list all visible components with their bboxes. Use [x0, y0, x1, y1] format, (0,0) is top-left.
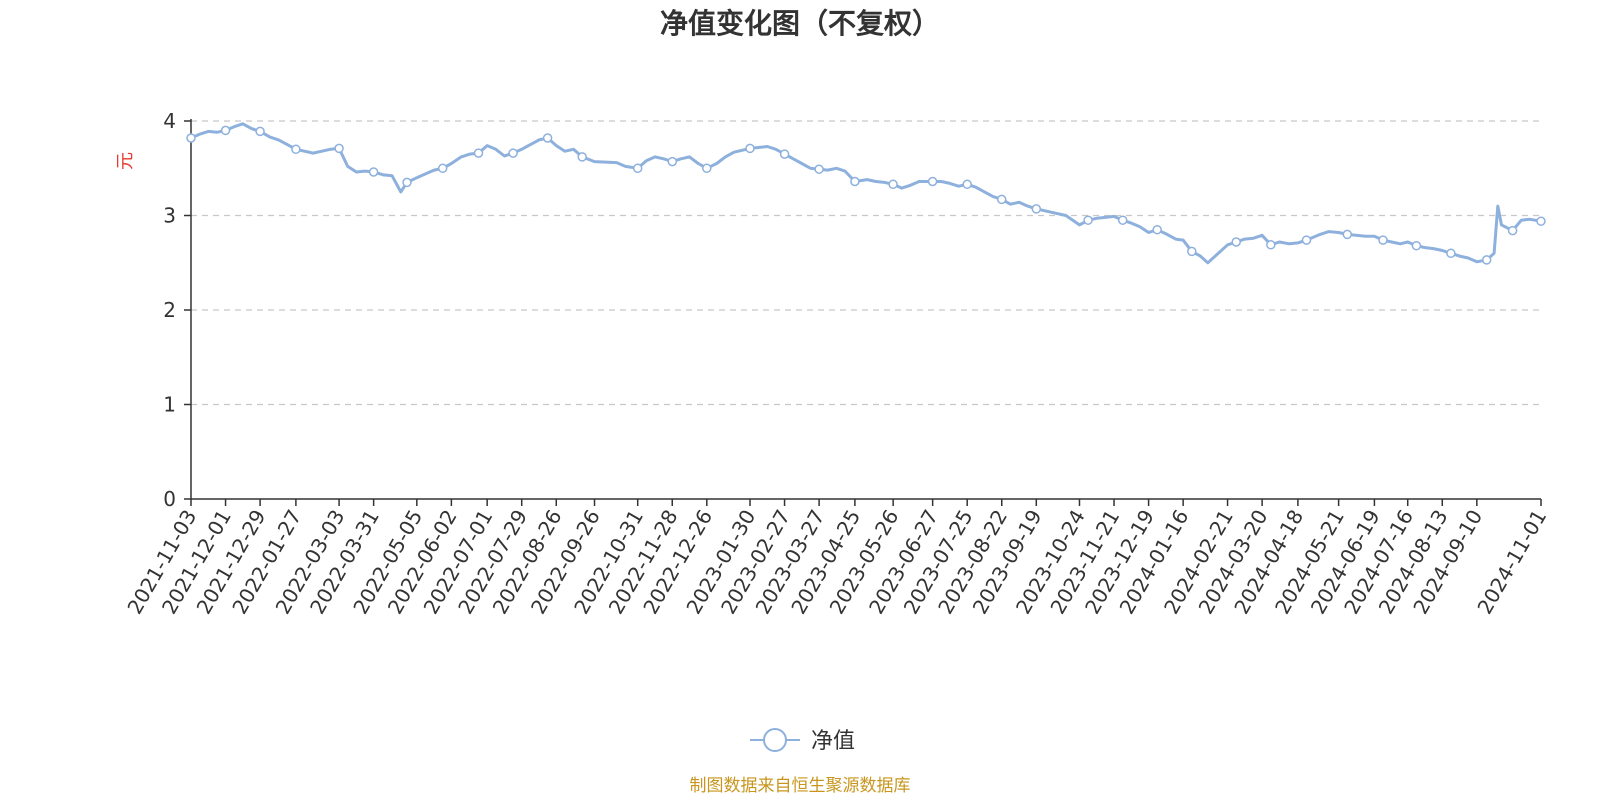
- data-point: [850, 176, 860, 187]
- y-tick-label: 0: [163, 487, 176, 511]
- data-point: [888, 179, 898, 190]
- series-line-net-value: [189, 122, 1543, 265]
- data-point: [402, 177, 412, 188]
- y-tick-label: 2: [163, 298, 176, 322]
- data-point: [508, 148, 518, 158]
- data-point: [702, 163, 712, 174]
- data-point: [220, 125, 231, 136]
- data-point: [927, 176, 938, 187]
- data-point: [779, 149, 790, 159]
- data-point: [334, 143, 344, 154]
- axes: [190, 119, 1541, 500]
- series-net-value: [189, 122, 1543, 265]
- data-point: [1117, 215, 1128, 225]
- legend-marker: [763, 728, 787, 752]
- series-markers: [186, 125, 1546, 265]
- data-point: [1231, 237, 1241, 247]
- data-point: [473, 148, 484, 158]
- data-point: [1152, 224, 1162, 235]
- data-point: [1446, 248, 1456, 259]
- data-point: [667, 156, 678, 167]
- data-point: [1083, 215, 1093, 225]
- data-point: [1411, 240, 1422, 251]
- data-point: [1031, 204, 1042, 214]
- data-point: [1536, 216, 1546, 226]
- y-axis-ticks: 0 1 2 3 4: [163, 109, 191, 511]
- data-point: [1266, 240, 1276, 250]
- data-point: [542, 133, 553, 143]
- data-point: [1301, 235, 1312, 245]
- data-point: [1342, 229, 1353, 240]
- data-point: [632, 163, 643, 174]
- legend[interactable]: 净值: [750, 728, 855, 754]
- data-source-note: 制图数据来自恒生聚源数据库: [690, 776, 911, 796]
- data-point: [291, 144, 301, 155]
- data-point: [814, 164, 824, 174]
- grid-lines: [191, 120, 1541, 406]
- chart-title: 净值变化图（不复权）: [660, 7, 940, 40]
- y-tick-label: 3: [163, 204, 176, 228]
- data-point: [996, 194, 1007, 205]
- data-point: [1187, 246, 1197, 257]
- data-point: [255, 126, 265, 137]
- x-axis-ticks: 2021-11-032021-12-012021-12-292022-01-27…: [122, 499, 1551, 618]
- data-point: [962, 179, 972, 190]
- y-tick-label: 1: [163, 393, 176, 417]
- data-point: [1507, 225, 1518, 236]
- data-point: [437, 163, 448, 174]
- data-point: [186, 133, 196, 143]
- legend-label: 净值: [811, 729, 855, 754]
- y-axis-label: 元: [115, 152, 136, 170]
- data-point: [577, 152, 587, 162]
- y-tick-label: 4: [163, 109, 176, 133]
- data-point: [1481, 255, 1492, 265]
- data-point: [745, 143, 755, 154]
- data-point: [1378, 235, 1388, 245]
- data-point: [368, 167, 379, 177]
